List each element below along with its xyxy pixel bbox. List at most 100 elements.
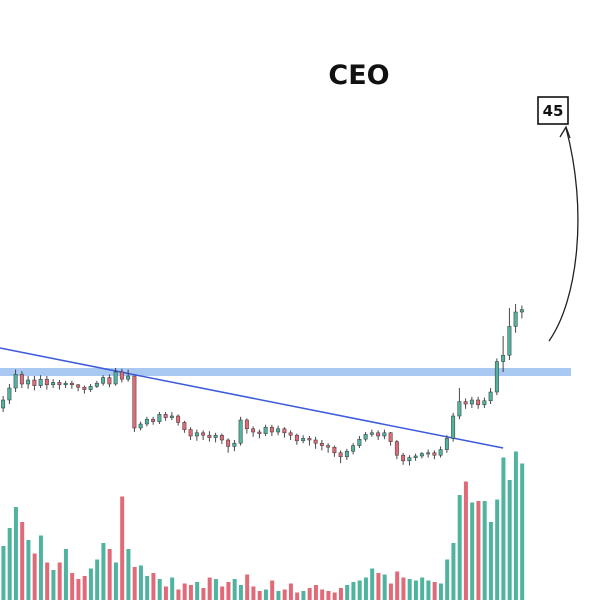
candle bbox=[382, 429, 387, 440]
volume-bar bbox=[45, 562, 50, 600]
volume-bar bbox=[107, 549, 112, 600]
candle bbox=[19, 371, 24, 388]
candle-body bbox=[126, 375, 131, 380]
candle-body bbox=[469, 399, 474, 405]
candle-body bbox=[238, 419, 243, 444]
volume-bar bbox=[95, 559, 100, 600]
candle-body bbox=[382, 432, 387, 437]
volume-bar bbox=[495, 499, 500, 600]
candle bbox=[288, 430, 293, 440]
candle bbox=[76, 384, 81, 392]
candle-body bbox=[463, 401, 468, 405]
candle-body bbox=[69, 382, 74, 386]
candle bbox=[338, 450, 343, 464]
descending-trendline bbox=[0, 347, 504, 449]
candle bbox=[194, 429, 199, 441]
candle-body bbox=[388, 432, 393, 442]
candle bbox=[419, 452, 424, 459]
candle bbox=[157, 412, 162, 424]
candle-body bbox=[351, 445, 356, 452]
candle bbox=[63, 380, 68, 388]
candle bbox=[207, 431, 212, 442]
candle-body bbox=[157, 414, 162, 422]
candle bbox=[407, 455, 412, 466]
candle-body bbox=[138, 423, 143, 429]
candle bbox=[226, 438, 231, 453]
volume-bar bbox=[513, 451, 518, 600]
candle-body bbox=[207, 434, 212, 438]
volume-bar bbox=[13, 507, 18, 600]
volume-bar bbox=[326, 591, 331, 600]
volume-bar bbox=[213, 579, 218, 600]
candle-body bbox=[326, 445, 331, 448]
volume-bar bbox=[320, 589, 325, 600]
candle-body bbox=[401, 454, 406, 462]
candle-body bbox=[263, 426, 268, 434]
candle-body bbox=[369, 432, 374, 435]
volume-bar bbox=[376, 573, 381, 600]
volume-bar bbox=[207, 577, 212, 600]
candle bbox=[26, 376, 31, 389]
volume-bar bbox=[420, 577, 425, 600]
candle bbox=[176, 414, 181, 426]
candles bbox=[1, 304, 524, 466]
candle bbox=[432, 450, 437, 460]
volume-bar bbox=[82, 576, 87, 600]
candle bbox=[251, 426, 256, 437]
candle-body bbox=[507, 326, 512, 356]
candle bbox=[463, 398, 468, 409]
volume-bar bbox=[470, 502, 475, 600]
chart-title: CEO bbox=[328, 60, 389, 91]
volume-bar bbox=[413, 580, 418, 600]
candle bbox=[188, 427, 193, 440]
candle bbox=[144, 416, 149, 427]
volume-bar bbox=[32, 553, 37, 600]
candle bbox=[201, 430, 206, 440]
candle bbox=[32, 376, 37, 391]
volume-bar bbox=[88, 568, 93, 600]
volume-bar bbox=[357, 580, 362, 600]
candle bbox=[151, 416, 156, 425]
candle-body bbox=[101, 377, 106, 384]
volume-bar bbox=[101, 543, 106, 600]
target-arrow bbox=[548, 127, 579, 342]
candle-body bbox=[519, 309, 524, 313]
volume-bar bbox=[401, 577, 406, 600]
volume-bar bbox=[226, 582, 231, 600]
candle-body bbox=[163, 414, 168, 418]
candle bbox=[269, 424, 274, 436]
volume-bar bbox=[307, 588, 312, 600]
volume-bar bbox=[151, 573, 156, 600]
candle-body bbox=[194, 432, 199, 437]
volume-bar bbox=[7, 528, 12, 600]
candle-body bbox=[413, 455, 418, 458]
volume-bar bbox=[351, 582, 356, 600]
candle-body bbox=[257, 431, 262, 434]
candle bbox=[401, 452, 406, 465]
volume-bar bbox=[113, 562, 118, 600]
candle-body bbox=[444, 438, 449, 450]
candle-body bbox=[276, 428, 281, 433]
candle-body bbox=[63, 382, 68, 386]
candle bbox=[319, 440, 324, 451]
volume-bar bbox=[457, 495, 462, 600]
candle bbox=[94, 380, 99, 388]
candle-body bbox=[226, 439, 231, 447]
candle-body bbox=[88, 386, 93, 390]
candle bbox=[357, 436, 362, 448]
candle-body bbox=[313, 439, 318, 444]
target-price-label: 45 bbox=[543, 102, 564, 120]
candle bbox=[394, 440, 399, 460]
candle-body bbox=[244, 419, 249, 430]
candle-body bbox=[307, 438, 312, 441]
volume-bar bbox=[26, 540, 31, 600]
candle-body bbox=[426, 452, 431, 455]
volume-bar bbox=[157, 579, 162, 600]
candle bbox=[507, 308, 512, 360]
candle-body bbox=[269, 426, 274, 433]
volume-bar bbox=[251, 586, 256, 600]
volume-bar bbox=[432, 582, 437, 600]
candle-body bbox=[201, 432, 206, 436]
volume-bar bbox=[313, 585, 318, 600]
candle-body bbox=[357, 438, 362, 446]
